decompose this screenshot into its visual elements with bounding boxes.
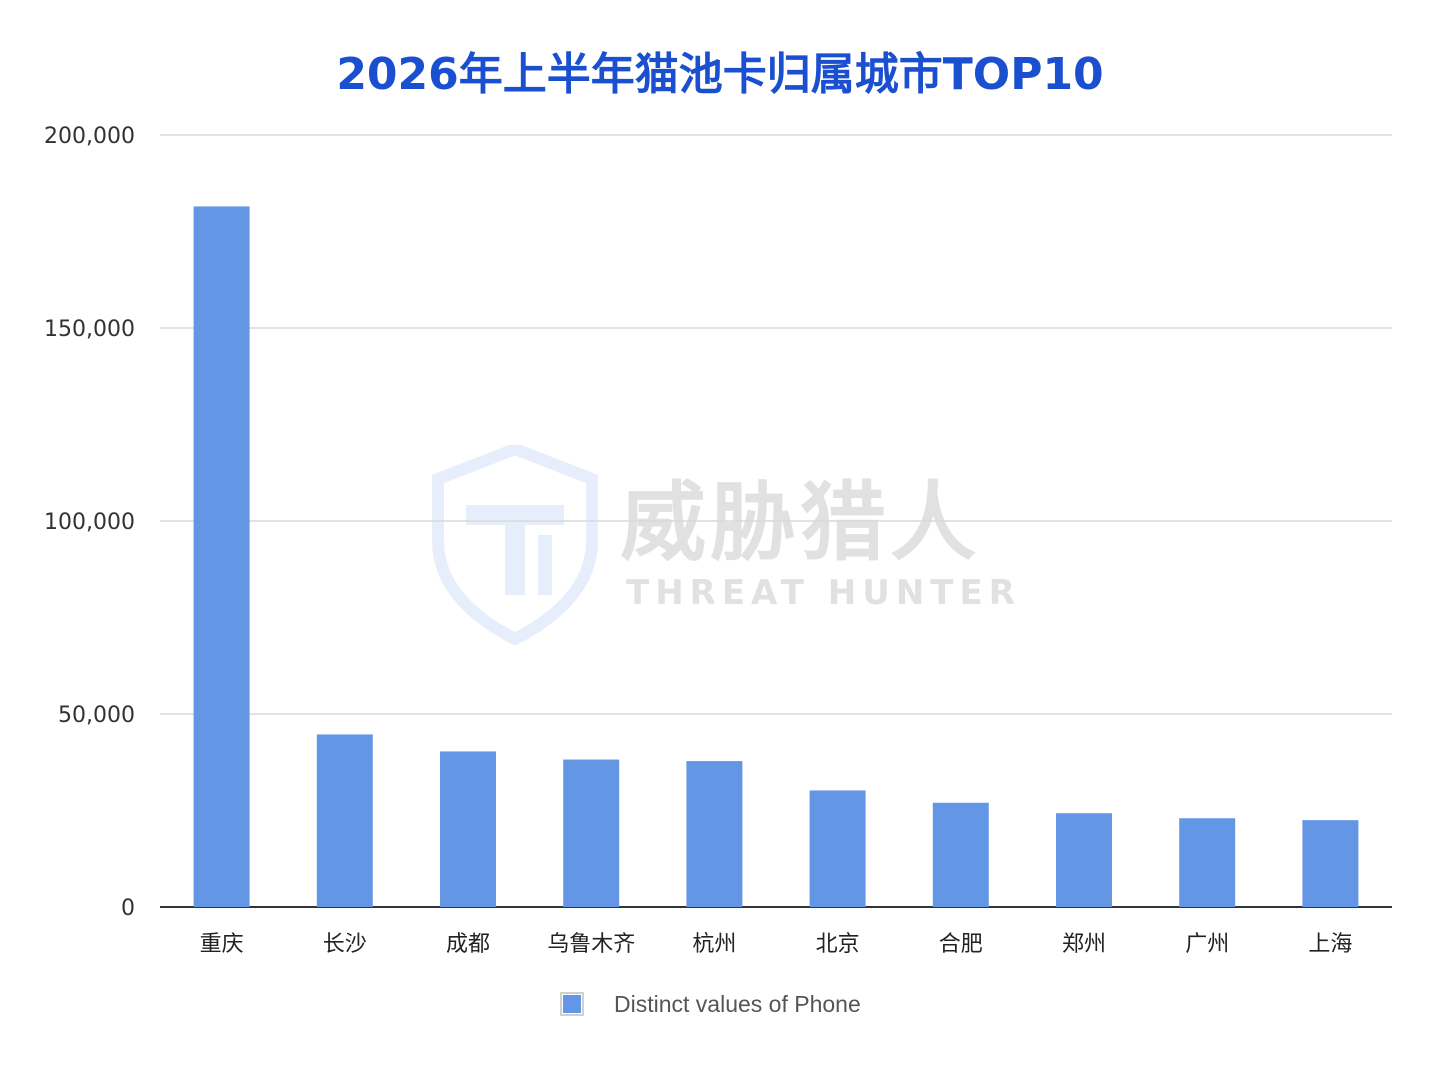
chart-title: 2026年上半年猫池卡归属城市TOP10	[336, 49, 1104, 100]
legend-swatch	[560, 992, 584, 1016]
bar	[1302, 820, 1359, 907]
bar	[1179, 818, 1236, 907]
y-tick-label: 100,000	[44, 510, 135, 535]
legend: Distinct values of Phone	[560, 988, 861, 1020]
x-tick-label: 杭州	[692, 932, 736, 957]
bar	[563, 759, 620, 907]
x-tick-label: 长沙	[323, 932, 367, 957]
bar	[809, 790, 866, 907]
x-tick-label: 合肥	[939, 932, 983, 957]
x-tick-label: 广州	[1185, 932, 1229, 957]
bar	[316, 734, 373, 907]
y-tick-label: 150,000	[44, 317, 135, 342]
y-tick-label: 0	[121, 896, 135, 921]
x-tick-label: 成都	[446, 932, 490, 957]
bar	[193, 206, 250, 907]
bar	[686, 761, 743, 907]
y-tick-label: 50,000	[58, 703, 135, 728]
x-tick-label: 乌鲁木齐	[547, 932, 635, 957]
legend-label: Distinct values of Phone	[614, 990, 861, 1017]
y-tick-label: 200,000	[44, 124, 135, 149]
x-tick-label: 郑州	[1062, 932, 1106, 957]
x-tick-label: 北京	[816, 932, 860, 957]
bar	[1056, 813, 1112, 907]
x-tick-label: 上海	[1308, 932, 1352, 957]
bar	[440, 751, 496, 907]
x-tick-label: 重庆	[200, 932, 244, 957]
bar	[932, 802, 989, 907]
